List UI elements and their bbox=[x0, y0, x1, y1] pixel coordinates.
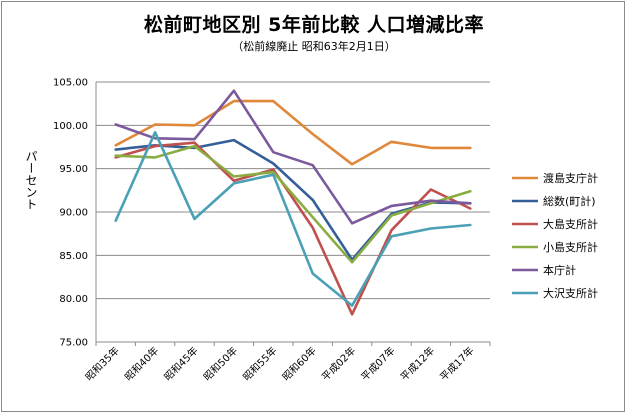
x-tick-label: 昭和50年 bbox=[201, 344, 240, 383]
legend-label: 渡島支庁計 bbox=[543, 171, 598, 185]
x-tick-label: 平成17年 bbox=[437, 344, 476, 383]
y-tick-label: 80.00 bbox=[59, 294, 88, 305]
series-line bbox=[114, 131, 472, 307]
gridlines bbox=[96, 81, 490, 343]
y-tick-label: 105.00 bbox=[53, 78, 88, 89]
chart-title: 松前町地区別 5年前比較 人口増減比率 bbox=[144, 14, 484, 36]
chart-subtitle: （松前線廃止 昭和63年2月1日） bbox=[232, 40, 396, 53]
legend-label: 大島支所計 bbox=[543, 217, 598, 231]
y-tick-label: 100.00 bbox=[53, 121, 88, 132]
x-tick-label: 昭和60年 bbox=[279, 344, 318, 383]
legend-label: 総数(町計) bbox=[543, 194, 596, 208]
x-tick-labels: 昭和35年 昭和40年 昭和45年 昭和50年 昭和55年 昭和60年 平成02年 平成07年… bbox=[82, 344, 476, 383]
y-tick-labels: 75.00 80.00 85.00 90.00 95.00 100.00 105.00 bbox=[53, 78, 88, 349]
legend-label: 本庁計 bbox=[543, 263, 576, 277]
y-tick-label: 95.00 bbox=[59, 164, 88, 175]
x-tick-label: 昭和35年 bbox=[82, 344, 121, 383]
x-tick-label: 昭和55年 bbox=[240, 344, 279, 383]
x-tick-label: 平成07年 bbox=[358, 344, 397, 383]
x-tick-label: 昭和40年 bbox=[122, 344, 161, 383]
legend-label: 大沢支所計 bbox=[543, 286, 598, 300]
y-axis-label: パーセント bbox=[24, 150, 38, 210]
y-tick-label: 75.00 bbox=[59, 338, 88, 349]
x-tick-label: 昭和45年 bbox=[161, 344, 200, 383]
series-line bbox=[114, 99, 472, 166]
series-line bbox=[114, 89, 472, 225]
axes bbox=[95, 82, 491, 346]
x-tick-label: 平成12年 bbox=[398, 344, 437, 383]
y-tick-label: 85.00 bbox=[59, 251, 88, 262]
series-lines bbox=[114, 89, 472, 316]
series-line bbox=[114, 144, 472, 264]
x-tick-label: 平成02年 bbox=[319, 344, 358, 383]
y-tick-label: 90.00 bbox=[59, 208, 88, 219]
legend-label: 小島支所計 bbox=[543, 240, 598, 254]
